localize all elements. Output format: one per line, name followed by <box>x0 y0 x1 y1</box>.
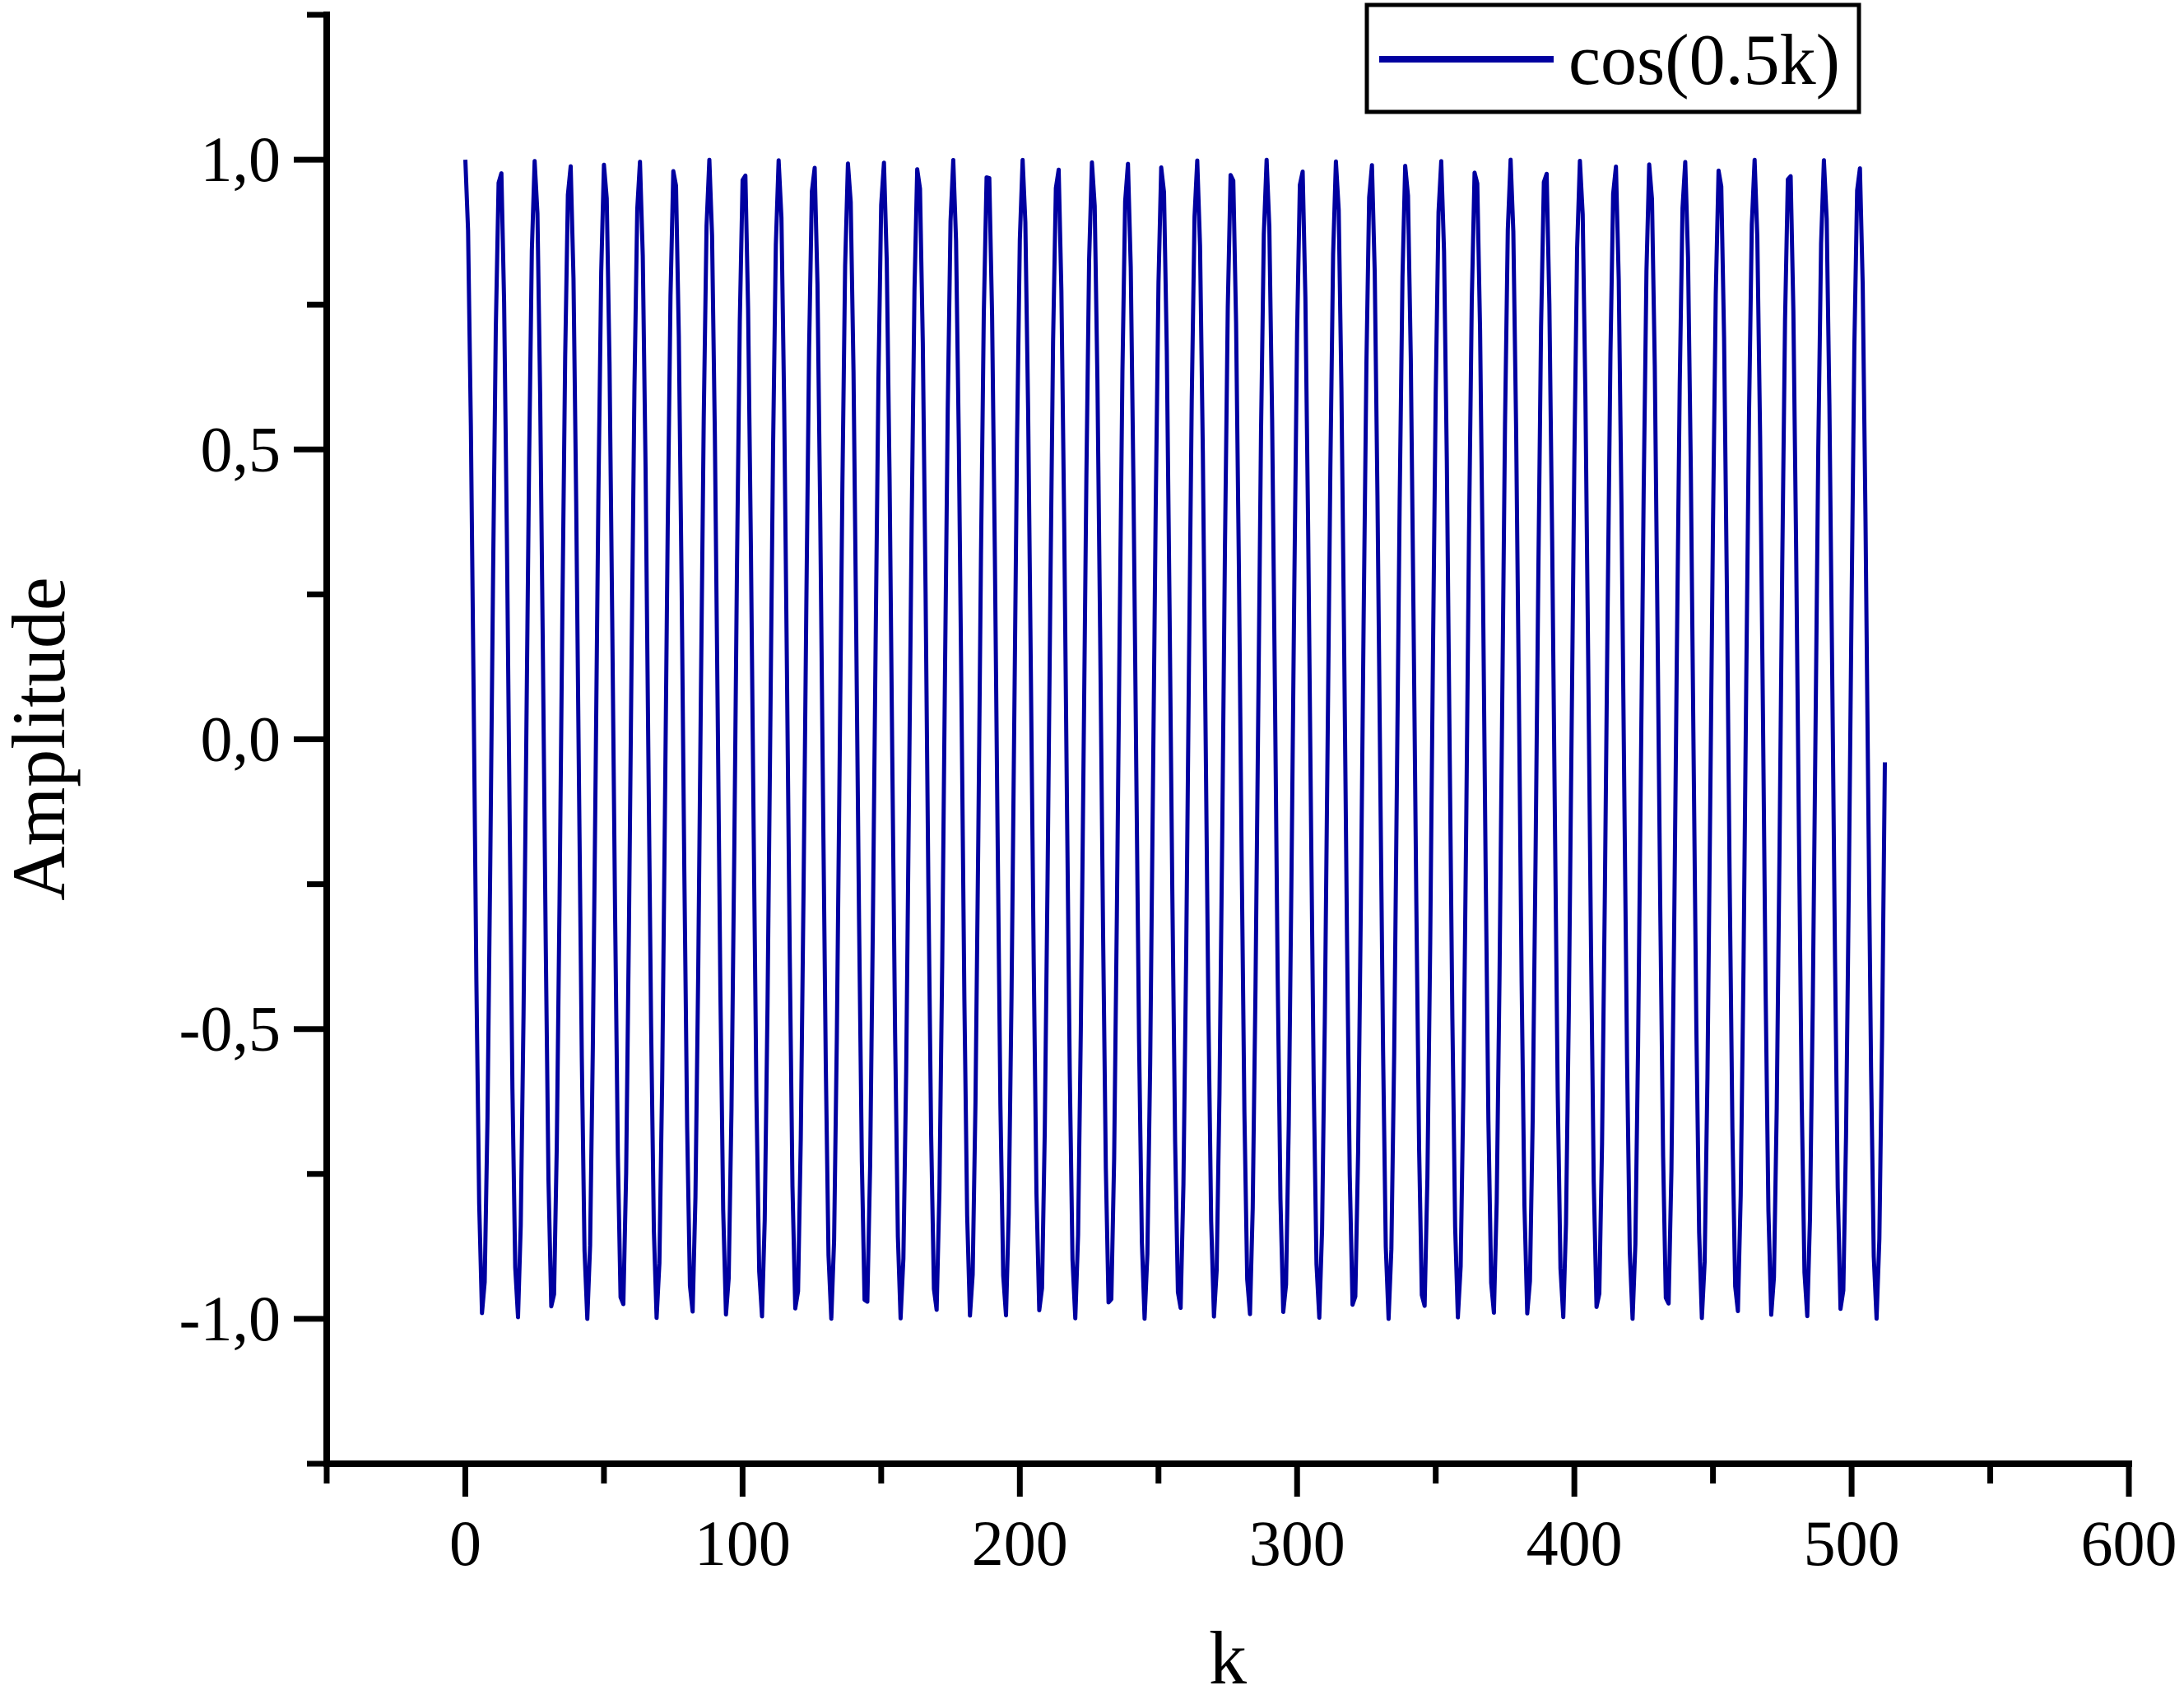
legend: cos(0.5k) <box>1364 2 1861 114</box>
series-layer <box>463 157 1887 1321</box>
x-tick-label: 0 <box>449 1507 481 1579</box>
y-tick-label: 0,5 <box>201 413 281 485</box>
cosine-curve <box>463 157 1887 1321</box>
legend-label: cos(0.5k) <box>1568 21 1840 100</box>
y-axis-title: Amplitude <box>0 577 81 901</box>
axes: 0 100 200 300 400 500 600 1,0 0,5 0,0 -0,5 -1,0 <box>179 12 2177 1579</box>
x-tick-label: 500 <box>1804 1507 1900 1579</box>
y-tick-label: -0,5 <box>179 993 281 1065</box>
y-tick-label: -1,0 <box>179 1283 281 1354</box>
x-tick-label: 600 <box>2081 1507 2177 1579</box>
y-tick-label: 1,0 <box>201 123 281 195</box>
x-tick-label: 200 <box>972 1507 1068 1579</box>
y-tick-label: 0,0 <box>201 703 281 775</box>
x-axis-title: k <box>1209 1616 1247 1700</box>
x-tick-label: 300 <box>1249 1507 1345 1579</box>
x-tick-label: 400 <box>1526 1507 1623 1579</box>
x-tick-label: 100 <box>695 1507 791 1579</box>
